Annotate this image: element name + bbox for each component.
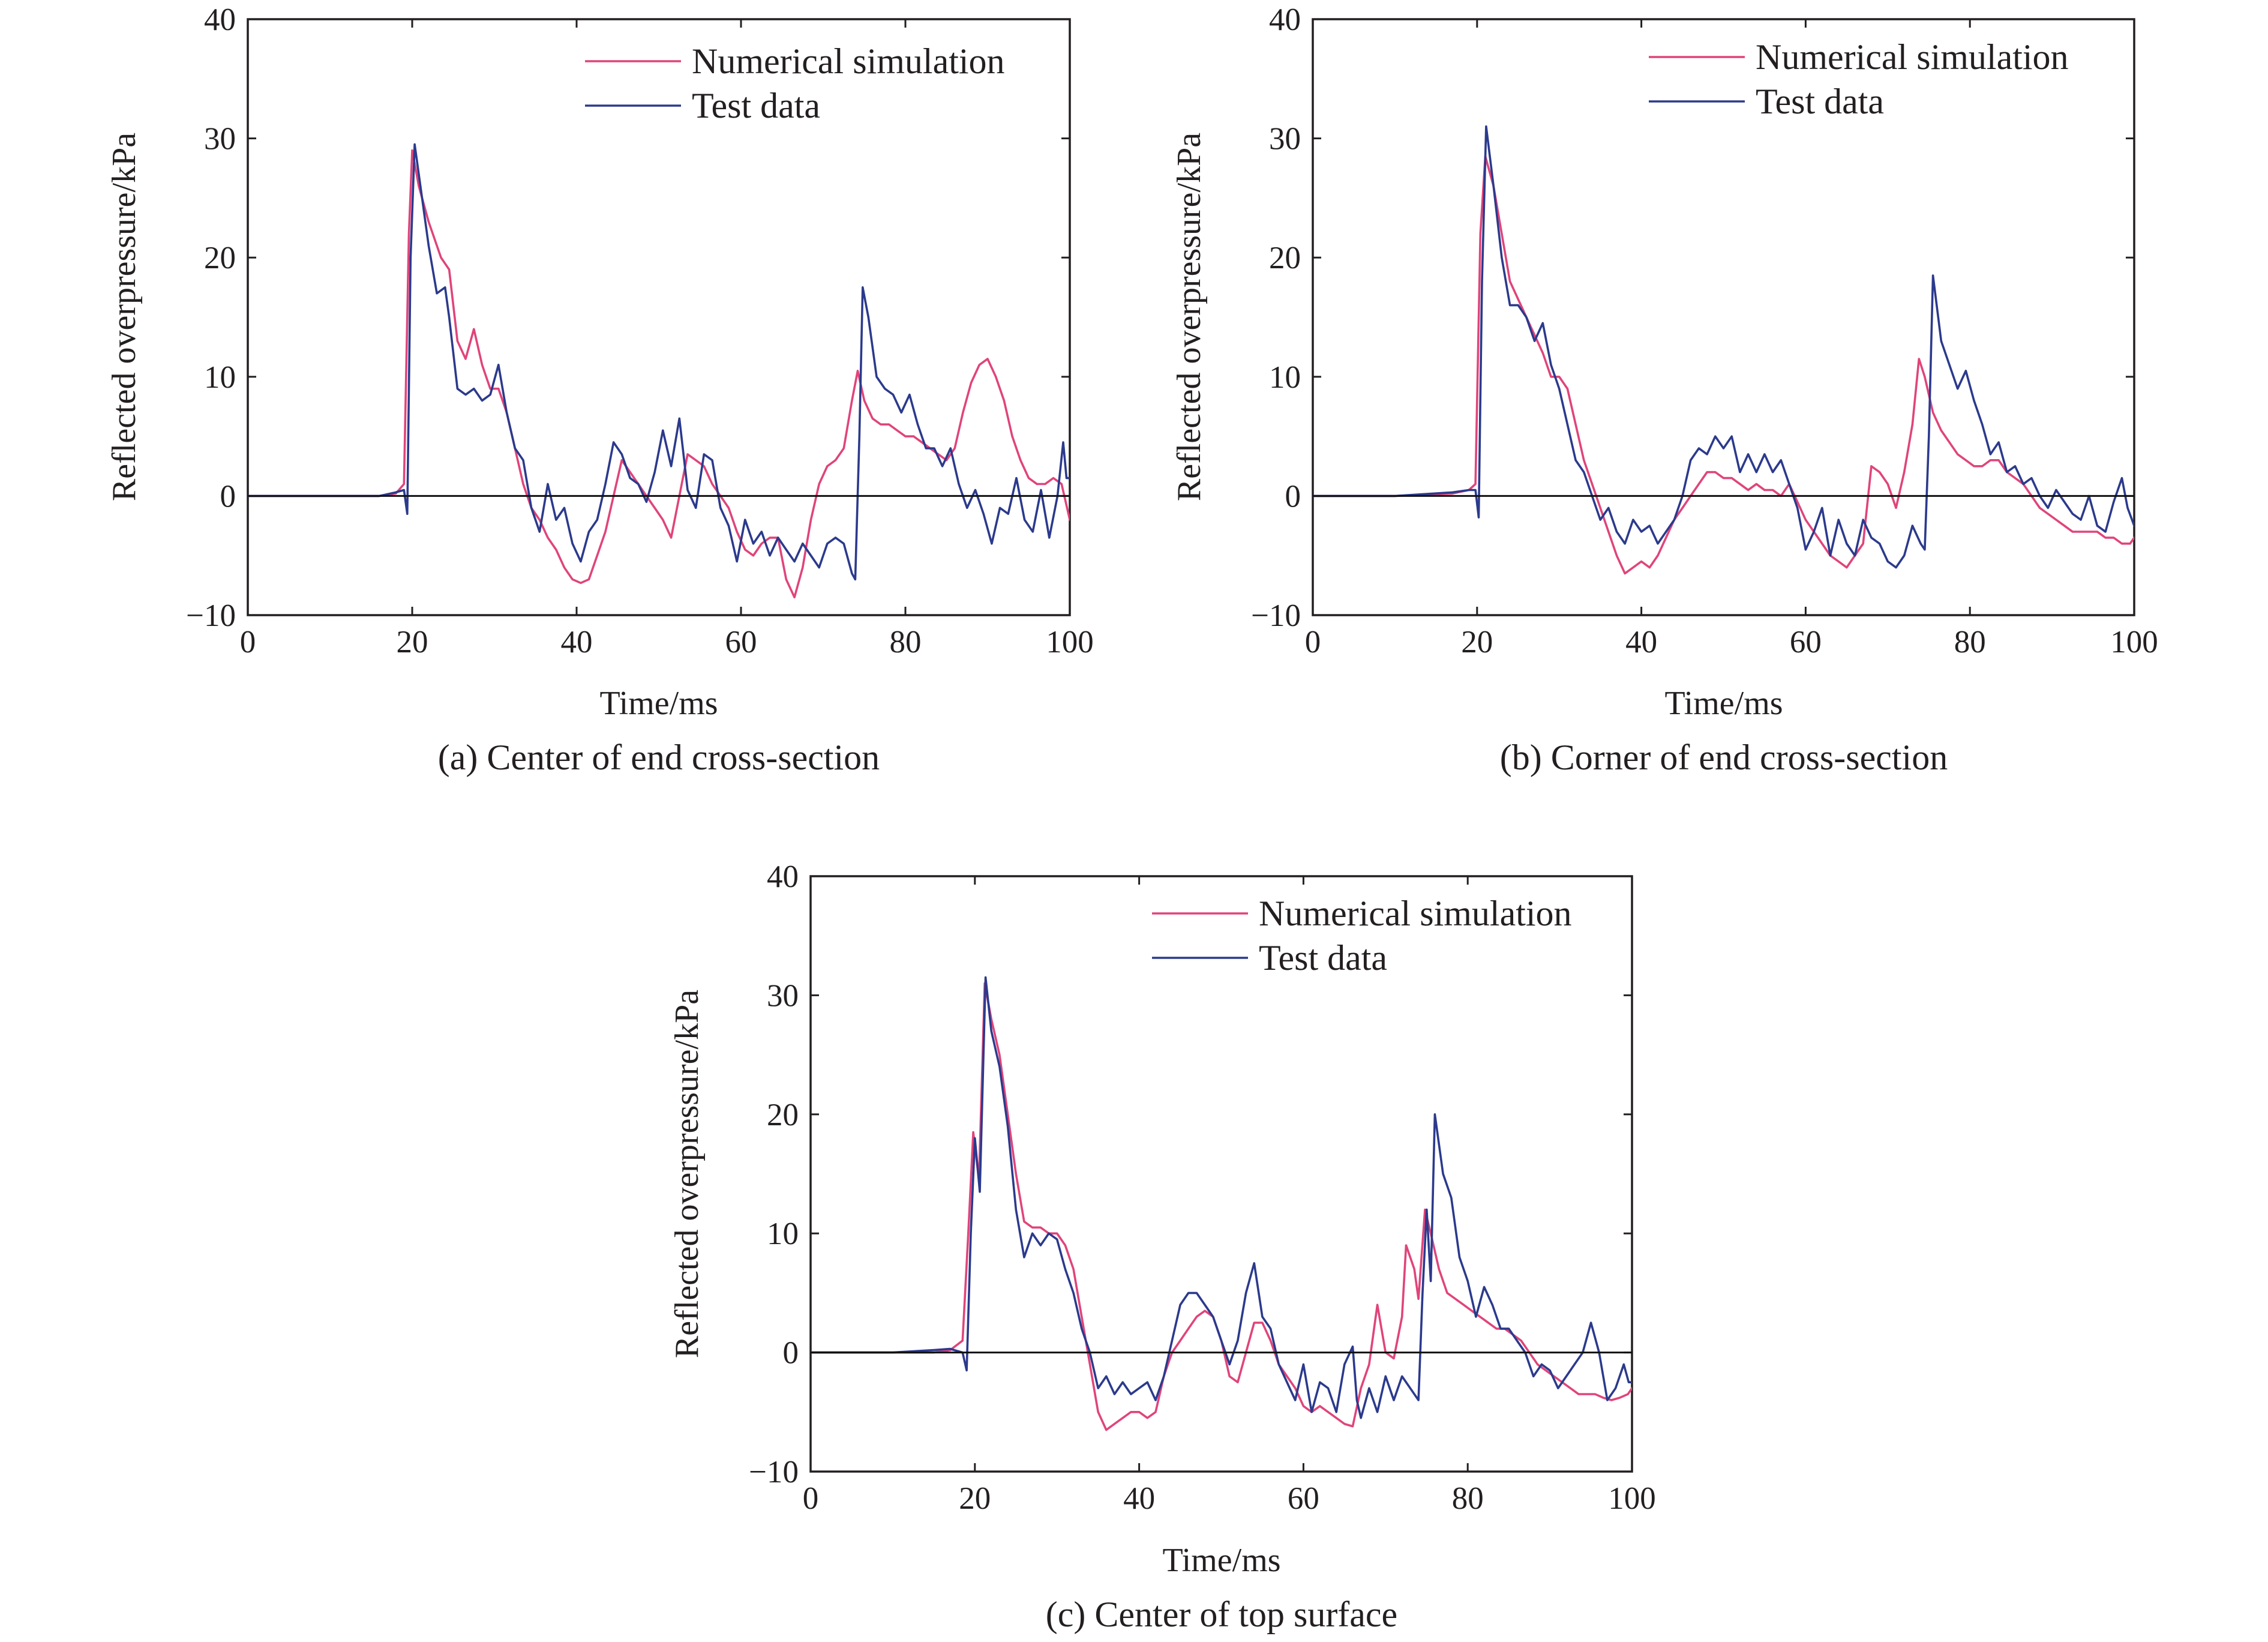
series-line-test-data — [1313, 125, 2134, 569]
legend-label-test-data: Test data — [692, 86, 820, 125]
y-tick-label: 30 — [204, 122, 236, 157]
x-tick-label: 20 — [959, 1481, 991, 1516]
y-tick-label: −10 — [749, 1455, 799, 1490]
legend-label-numerical-simulation: Numerical simulation — [1756, 37, 2069, 77]
y-tick-label: 20 — [767, 1098, 799, 1132]
x-axis-title-a: Time/ms — [599, 685, 718, 722]
x-tick-label: 0 — [1305, 625, 1321, 660]
x-tick-label: 100 — [2110, 625, 2158, 660]
y-tick-label: 20 — [204, 241, 236, 275]
plot-frame-b — [1312, 18, 2135, 616]
legend-label-numerical-simulation: Numerical simulation — [692, 41, 1005, 81]
y-tick-label: 0 — [1285, 479, 1301, 514]
plot-frame-c — [809, 875, 1633, 1473]
x-tick-label: 0 — [240, 625, 256, 660]
x-axis-title-c: Time/ms — [1162, 1542, 1280, 1579]
y-tick-label: 30 — [1269, 122, 1301, 157]
y-tick-label: 40 — [204, 2, 236, 37]
y-axis-title-b: Reflected overpressure/kPa — [1171, 133, 1208, 501]
y-tick-label: 30 — [767, 978, 799, 1013]
x-tick-label: 80 — [890, 625, 922, 660]
y-tick-label: 10 — [1269, 360, 1301, 395]
legend-label-numerical-simulation: Numerical simulation — [1259, 894, 1572, 933]
legend-c: Numerical simulation Test data — [1152, 894, 1572, 978]
y-axis-title-a: Reflected overpressure/kPa — [106, 133, 143, 501]
series-layer-a — [248, 143, 1070, 598]
y-tick-label: −10 — [1251, 598, 1301, 633]
y-tick-label: 10 — [767, 1216, 799, 1251]
x-tick-label: 40 — [561, 625, 593, 660]
x-tick-label: 40 — [1625, 625, 1657, 660]
y-axis-title-c: Reflected overpressure/kPa — [668, 990, 706, 1358]
legend-label-test-data: Test data — [1756, 82, 1884, 121]
x-tick-label: 100 — [1046, 625, 1094, 660]
x-tick-label: 80 — [1954, 625, 1986, 660]
y-tick-label: 0 — [783, 1336, 799, 1371]
y-tick-label: −10 — [186, 598, 236, 633]
y-tick-label: 10 — [204, 360, 236, 395]
x-tick-label: 20 — [397, 625, 428, 660]
y-tick-label: 40 — [767, 859, 799, 894]
legend-a: Numerical simulation Test data — [585, 41, 1005, 125]
x-tick-label: 60 — [1288, 1481, 1319, 1516]
series-line-test-data — [811, 976, 1632, 1419]
y-tick-label: 20 — [1269, 241, 1301, 275]
caption-a: (a) Center of end cross-section — [438, 738, 880, 777]
x-axis-title-b: Time/ms — [1664, 685, 1783, 722]
x-tick-label: 60 — [725, 625, 757, 660]
x-tick-label: 60 — [1790, 625, 1822, 660]
x-tick-label: 80 — [1452, 1481, 1484, 1516]
legend-b: Numerical simulation Test data — [1649, 37, 2069, 121]
x-tick-label: 0 — [803, 1481, 819, 1516]
x-tick-label: 20 — [1461, 625, 1493, 660]
x-tick-label: 100 — [1608, 1481, 1656, 1516]
legend-label-test-data: Test data — [1259, 938, 1387, 978]
series-layer-b — [1313, 125, 2134, 575]
caption-b: (b) Corner of end cross-section — [1500, 738, 1948, 777]
y-tick-label: 40 — [1269, 2, 1301, 37]
y-tick-label: 0 — [220, 479, 236, 514]
series-layer-c — [811, 976, 1632, 1431]
x-tick-label: 40 — [1123, 1481, 1155, 1516]
series-line-test-data — [248, 143, 1070, 581]
plot-frame-a — [247, 18, 1071, 616]
caption-c: (c) Center of top surface — [1046, 1595, 1397, 1634]
